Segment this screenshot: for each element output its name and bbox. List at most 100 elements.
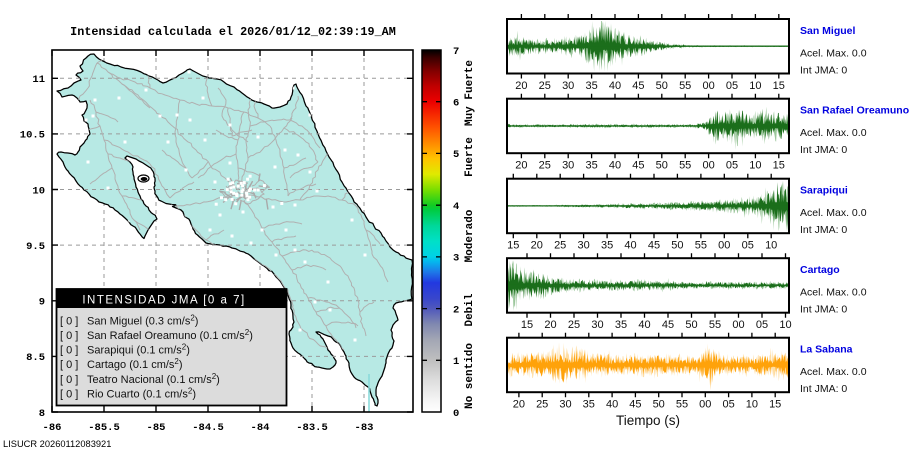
svg-text:LISUCR 20260112083921: LISUCR 20260112083921 <box>3 439 111 449</box>
svg-text:11: 11 <box>32 74 45 86</box>
svg-text:San Miguel: San Miguel <box>800 25 856 37</box>
svg-text:05: 05 <box>742 240 754 252</box>
svg-text:Int JMA: 0: Int JMA: 0 <box>800 65 847 77</box>
svg-text:Intensidad calculada el 2026/0: Intensidad calculada el 2026/01/12_02:39… <box>70 25 396 39</box>
svg-text:[ 0 ]: [ 0 ] <box>60 389 78 401</box>
svg-text:20: 20 <box>544 319 556 331</box>
svg-text:05: 05 <box>756 319 768 331</box>
svg-text:Tiempo (s): Tiempo (s) <box>616 413 680 428</box>
svg-text:[ 0 ]: [ 0 ] <box>60 315 78 327</box>
svg-text:[ 0 ]: [ 0 ] <box>60 374 78 386</box>
svg-text:45: 45 <box>648 240 660 252</box>
svg-text:55: 55 <box>695 240 707 252</box>
svg-text:00: 00 <box>718 240 730 252</box>
svg-text:No sentido: No sentido <box>464 343 476 409</box>
svg-text:40: 40 <box>638 319 650 331</box>
svg-text:10: 10 <box>765 240 777 252</box>
svg-text:40: 40 <box>609 160 621 172</box>
svg-text:30: 30 <box>559 399 571 411</box>
svg-text:30: 30 <box>562 80 574 92</box>
svg-text:Acel. Max. 0.0: Acel. Max. 0.0 <box>800 127 867 139</box>
svg-text:10: 10 <box>749 80 761 92</box>
svg-text:00: 00 <box>699 399 711 411</box>
svg-text:10.5: 10.5 <box>20 130 45 142</box>
svg-text:35: 35 <box>601 240 613 252</box>
svg-text:55: 55 <box>676 399 688 411</box>
svg-text:20: 20 <box>513 399 525 411</box>
svg-text:Fuerte: Fuerte <box>464 137 476 177</box>
svg-text:25: 25 <box>568 319 580 331</box>
svg-text:50: 50 <box>685 319 697 331</box>
svg-text:55: 55 <box>709 319 721 331</box>
svg-text:3: 3 <box>453 253 459 265</box>
svg-text:9: 9 <box>39 297 45 309</box>
svg-text:[ 0 ]: [ 0 ] <box>60 359 78 371</box>
svg-text:La Sabana: La Sabana <box>800 344 853 356</box>
svg-text:30: 30 <box>591 319 603 331</box>
svg-text:50: 50 <box>671 240 683 252</box>
svg-text:Acel. Max. 0.0: Acel. Max. 0.0 <box>800 207 867 219</box>
svg-text:Rio Cuarto (0.1 cm/s2): Rio Cuarto (0.1 cm/s2) <box>87 387 196 401</box>
svg-text:-84: -84 <box>251 422 270 434</box>
svg-text:00: 00 <box>702 160 714 172</box>
svg-text:Teatro Nacional (0.1 cm/s2): Teatro Nacional (0.1 cm/s2) <box>87 372 220 386</box>
svg-text:25: 25 <box>554 240 566 252</box>
svg-text:San Rafael Oreamuno: San Rafael Oreamuno <box>800 105 909 117</box>
svg-text:Debil: Debil <box>464 293 476 326</box>
svg-text:45: 45 <box>662 319 674 331</box>
svg-text:0: 0 <box>453 408 459 420</box>
svg-text:-85.5: -85.5 <box>88 422 120 434</box>
svg-text:40: 40 <box>624 240 636 252</box>
svg-text:05: 05 <box>726 160 738 172</box>
svg-text:25: 25 <box>536 399 548 411</box>
svg-text:-83: -83 <box>355 422 374 434</box>
svg-text:Int JMA: 0: Int JMA: 0 <box>800 304 847 316</box>
svg-text:45: 45 <box>629 399 641 411</box>
svg-text:50: 50 <box>656 160 668 172</box>
svg-text:15: 15 <box>773 160 785 172</box>
svg-text:6: 6 <box>453 98 459 110</box>
svg-text:Acel. Max. 0.0: Acel. Max. 0.0 <box>800 366 867 378</box>
svg-text:20: 20 <box>515 80 527 92</box>
svg-text:35: 35 <box>615 319 627 331</box>
svg-text:15: 15 <box>507 240 519 252</box>
svg-text:20: 20 <box>515 160 527 172</box>
svg-text:50: 50 <box>653 399 665 411</box>
svg-text:San Rafael Oreamuno (0.1 cm/s2: San Rafael Oreamuno (0.1 cm/s2) <box>87 328 253 342</box>
svg-text:4: 4 <box>453 201 459 213</box>
svg-text:Moderado: Moderado <box>464 209 476 262</box>
svg-text:-83.5: -83.5 <box>296 422 328 434</box>
svg-text:Int JMA: 0: Int JMA: 0 <box>800 383 847 395</box>
svg-text:15: 15 <box>773 80 785 92</box>
svg-text:35: 35 <box>585 160 597 172</box>
svg-text:30: 30 <box>562 160 574 172</box>
svg-text:25: 25 <box>539 160 551 172</box>
svg-text:-85: -85 <box>147 422 166 434</box>
svg-text:Int JMA: 0: Int JMA: 0 <box>800 144 847 156</box>
svg-text:55: 55 <box>679 160 691 172</box>
svg-text:35: 35 <box>585 80 597 92</box>
svg-text:20: 20 <box>531 240 543 252</box>
svg-text:8: 8 <box>39 408 45 420</box>
svg-text:8.5: 8.5 <box>26 352 45 364</box>
svg-text:55: 55 <box>679 80 691 92</box>
svg-text:Int JMA: 0: Int JMA: 0 <box>800 224 847 236</box>
svg-text:10: 10 <box>32 185 45 197</box>
svg-text:Muy Fuerte: Muy Fuerte <box>464 60 476 126</box>
svg-text:INTENSIDAD JMA [0 a 7]: INTENSIDAD JMA [0 a 7] <box>82 295 245 307</box>
svg-text:40: 40 <box>606 399 618 411</box>
svg-text:2: 2 <box>453 304 459 316</box>
svg-text:40: 40 <box>609 80 621 92</box>
svg-text:45: 45 <box>632 160 644 172</box>
svg-text:[ 0 ]: [ 0 ] <box>60 345 78 357</box>
svg-text:Acel. Max. 0.0: Acel. Max. 0.0 <box>800 287 867 299</box>
svg-text:-86: -86 <box>43 422 62 434</box>
svg-text:25: 25 <box>539 80 551 92</box>
svg-text:35: 35 <box>583 399 595 411</box>
svg-text:Sarapiqui (0.1 cm/s2): Sarapiqui (0.1 cm/s2) <box>87 343 190 357</box>
svg-text:-84.5: -84.5 <box>192 422 224 434</box>
svg-text:Cartago (0.1 cm/s2): Cartago (0.1 cm/s2) <box>87 357 183 371</box>
svg-text:15: 15 <box>521 319 533 331</box>
svg-text:05: 05 <box>726 80 738 92</box>
svg-text:00: 00 <box>702 80 714 92</box>
